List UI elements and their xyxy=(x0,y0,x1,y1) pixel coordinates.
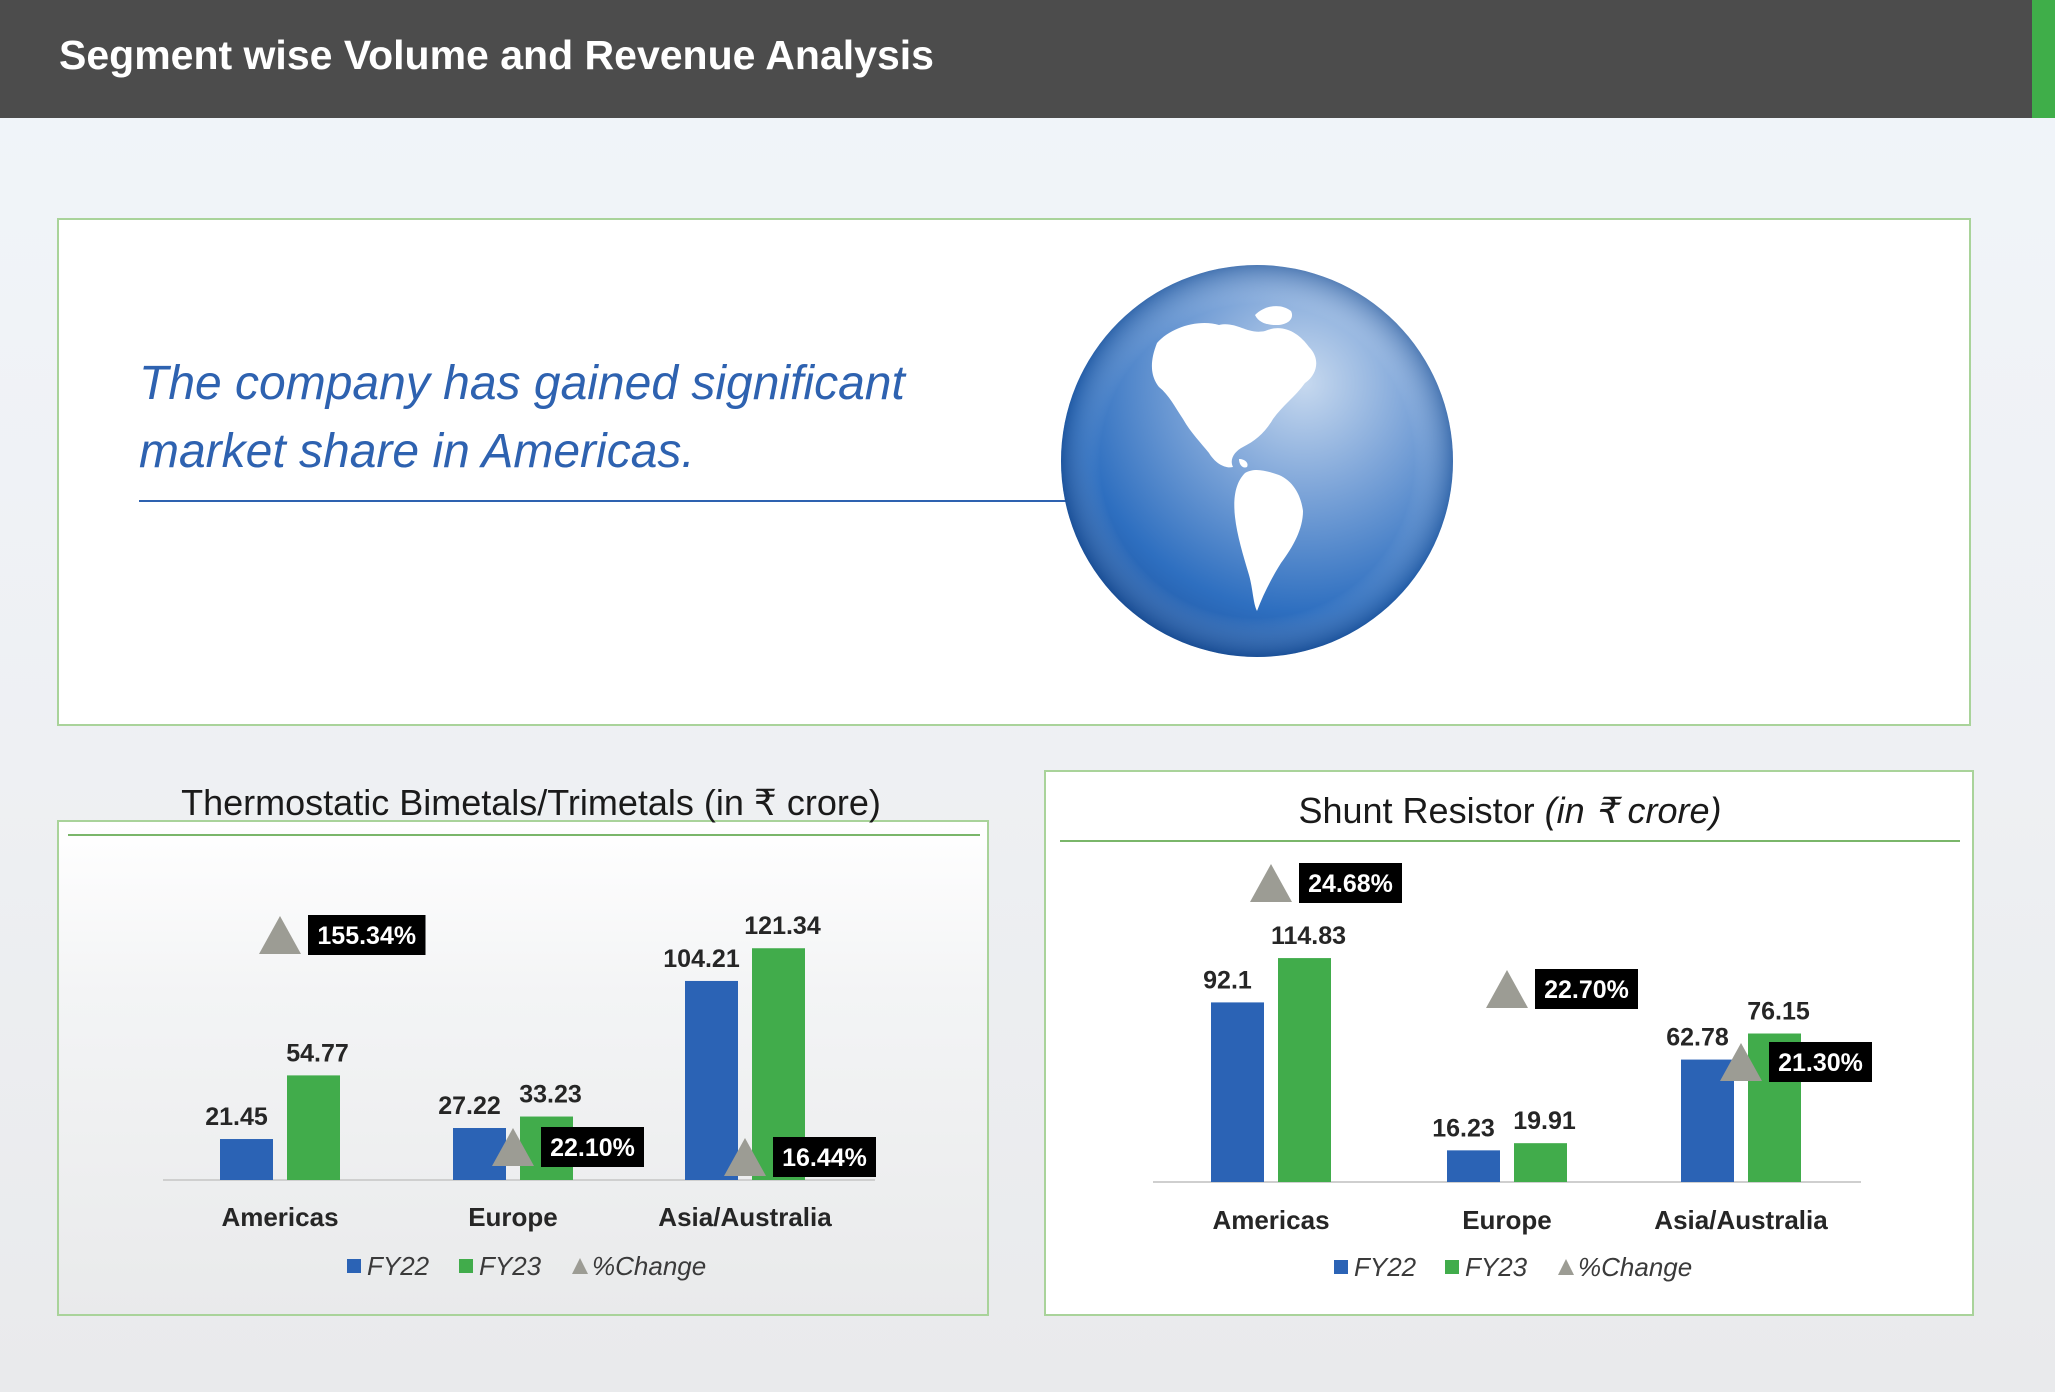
bimetals-change-label-box xyxy=(541,1127,644,1167)
hero-statement: The company has gained significant marke… xyxy=(139,357,905,478)
shunt-change-marker xyxy=(1720,1043,1762,1081)
header-accent-stripe xyxy=(2032,0,2055,118)
bimetals-legend-swatch-fy23 xyxy=(459,1259,473,1273)
bimetals-bar-fy23 xyxy=(287,1075,340,1180)
bimetals-change-marker xyxy=(492,1128,534,1166)
shunt-data-label-fy22: 16.23 xyxy=(1432,1114,1495,1142)
bimetals-bar-fy22 xyxy=(453,1128,506,1180)
shunt-data-label-fy22: 92.1 xyxy=(1203,966,1252,994)
bimetals-change-label-box xyxy=(308,915,426,955)
bimetals-data-label-fy22: 21.45 xyxy=(205,1103,268,1131)
bimetals-change-marker xyxy=(259,916,301,954)
shunt-bar-fy23 xyxy=(1278,958,1331,1182)
page-title: Segment wise Volume and Revenue Analysis xyxy=(59,32,934,78)
bimetals-change-label: 22.10% xyxy=(550,1134,635,1162)
globe-americas-icon xyxy=(1061,265,1453,657)
header-bar xyxy=(0,0,2032,118)
shunt-data-label-fy23: 19.91 xyxy=(1513,1107,1576,1135)
bimetals-legend-label: FY22 xyxy=(367,1251,430,1281)
bimetals-chart-panel xyxy=(57,820,989,1316)
shunt-legend-label: FY22 xyxy=(1354,1252,1417,1282)
shunt-change-label-box xyxy=(1299,863,1402,903)
bimetals-bar-fy22 xyxy=(220,1139,273,1180)
shunt-category-label: Americas xyxy=(1212,1205,1329,1235)
bimetals-category-label: Asia/Australia xyxy=(658,1202,832,1232)
shunt-legend-swatch-change xyxy=(1558,1259,1574,1275)
shunt-change-label-box xyxy=(1535,969,1638,1009)
shunt-change-label: 21.30% xyxy=(1778,1049,1863,1077)
shunt-change-label: 24.68% xyxy=(1308,870,1393,898)
bimetals-change-label: 16.44% xyxy=(782,1144,867,1172)
shunt-change-marker xyxy=(1250,864,1292,902)
shunt-resistor-title-rule xyxy=(1060,840,1960,842)
shunt-legend-swatch-fy22 xyxy=(1334,1260,1348,1274)
bimetals-category-label: Americas xyxy=(221,1202,338,1232)
hero-underline xyxy=(139,500,1129,502)
hero-panel: The company has gained significant marke… xyxy=(57,218,1971,726)
shunt-bar-fy22 xyxy=(1447,1150,1500,1182)
shunt-resistor-title-unit: (in ₹ crore) xyxy=(1544,790,1722,831)
shunt-legend-swatch-fy23 xyxy=(1445,1260,1459,1274)
bimetals-data-label-fy22: 104.21 xyxy=(663,945,740,973)
bimetals-category-label: Europe xyxy=(468,1202,558,1232)
bimetals-data-label-fy22: 27.22 xyxy=(438,1092,501,1120)
bimetals-legend-swatch-fy22 xyxy=(347,1259,361,1273)
shunt-resistor-title-text: Shunt Resistor xyxy=(1298,790,1535,831)
bimetals-change-marker xyxy=(724,1138,766,1176)
bimetals-data-label-fy23: 54.77 xyxy=(286,1039,349,1067)
shunt-bar-fy23 xyxy=(1514,1143,1567,1182)
bimetals-change-label: 155.34% xyxy=(317,922,416,950)
bimetals-data-label-fy23: 33.23 xyxy=(519,1081,582,1109)
bimetals-legend-label: FY23 xyxy=(479,1251,542,1281)
shunt-category-label: Europe xyxy=(1462,1205,1552,1235)
bimetals-data-label-fy23: 121.34 xyxy=(744,912,821,940)
bimetals-bar-fy22 xyxy=(685,980,738,1180)
shunt-bar-fy22 xyxy=(1211,1002,1264,1182)
shunt-change-label-box xyxy=(1769,1042,1872,1082)
shunt-data-label-fy22: 62.78 xyxy=(1666,1024,1729,1052)
shunt-resistor-chart-title: Shunt Resistor (in ₹ crore) xyxy=(1060,790,1960,832)
shunt-change-marker xyxy=(1486,970,1528,1008)
bimetals-title-rule xyxy=(68,834,980,836)
shunt-legend-label: %Change xyxy=(1578,1252,1692,1282)
shunt-change-label: 22.70% xyxy=(1544,976,1629,1004)
bimetals-legend-label: %Change xyxy=(592,1251,706,1281)
bimetals-legend-swatch-change xyxy=(572,1258,588,1274)
shunt-legend-label: FY23 xyxy=(1465,1252,1528,1282)
bimetals-change-label-box xyxy=(773,1137,876,1177)
bimetals-chart-title: Thermostatic Bimetals/Trimetals (in ₹ cr… xyxy=(181,782,881,823)
shunt-category-label: Asia/Australia xyxy=(1654,1205,1828,1235)
shunt-data-label-fy23: 114.83 xyxy=(1271,922,1346,950)
shunt-data-label-fy23: 76.15 xyxy=(1747,998,1810,1026)
